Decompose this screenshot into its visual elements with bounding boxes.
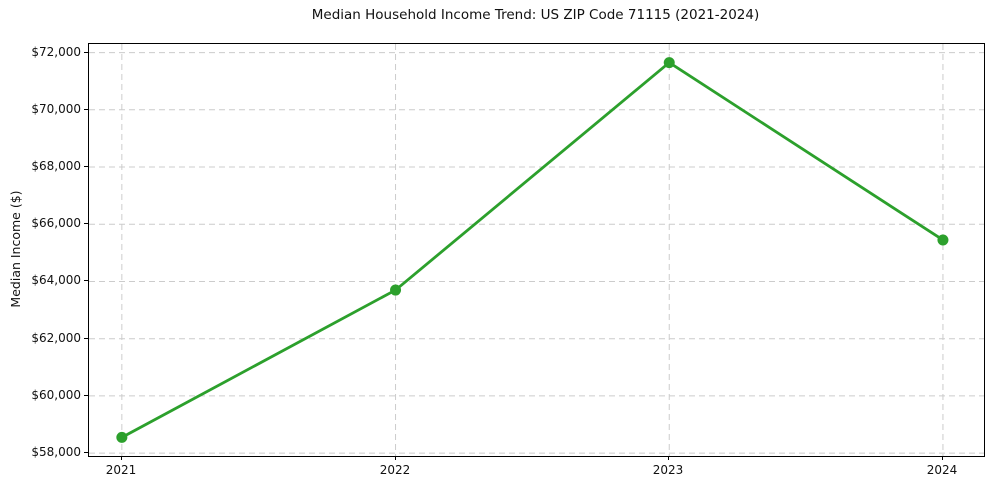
- trend-line: [120, 61, 945, 439]
- data-point-marker: [390, 284, 402, 296]
- plot-area: [88, 43, 985, 457]
- y-tick-label: $62,000: [31, 331, 81, 345]
- y-tick-mark: [84, 52, 88, 53]
- data-point-marker: [116, 431, 128, 443]
- y-tick-label: $64,000: [31, 273, 81, 287]
- x-tick-mark: [668, 456, 669, 460]
- y-tick-mark: [84, 395, 88, 396]
- y-tick-mark: [84, 109, 88, 110]
- x-tick-mark: [121, 456, 122, 460]
- y-tick-mark: [84, 166, 88, 167]
- x-tick-label: 2022: [379, 463, 411, 477]
- y-tick-label: $70,000: [31, 102, 81, 116]
- chart-title: Median Household Income Trend: US ZIP Co…: [311, 7, 760, 23]
- y-tick-mark: [84, 452, 88, 453]
- x-tick-label: 2024: [926, 463, 958, 477]
- y-tick-label: $68,000: [31, 159, 81, 173]
- data-point-marker: [937, 234, 949, 246]
- y-tick-mark: [84, 338, 88, 339]
- x-tick-label: 2021: [105, 463, 137, 477]
- x-tick-mark: [395, 456, 396, 460]
- x-tick-label: 2023: [652, 463, 684, 477]
- y-tick-label: $58,000: [31, 445, 81, 459]
- y-tick-mark: [84, 280, 88, 281]
- y-tick-mark: [84, 223, 88, 224]
- x-tick-mark: [942, 456, 943, 460]
- y-tick-label: $60,000: [31, 388, 81, 402]
- y-tick-label: $66,000: [31, 216, 81, 230]
- y-tick-label: $72,000: [31, 45, 81, 59]
- line-chart-svg: [89, 44, 984, 456]
- data-point-marker: [663, 57, 675, 69]
